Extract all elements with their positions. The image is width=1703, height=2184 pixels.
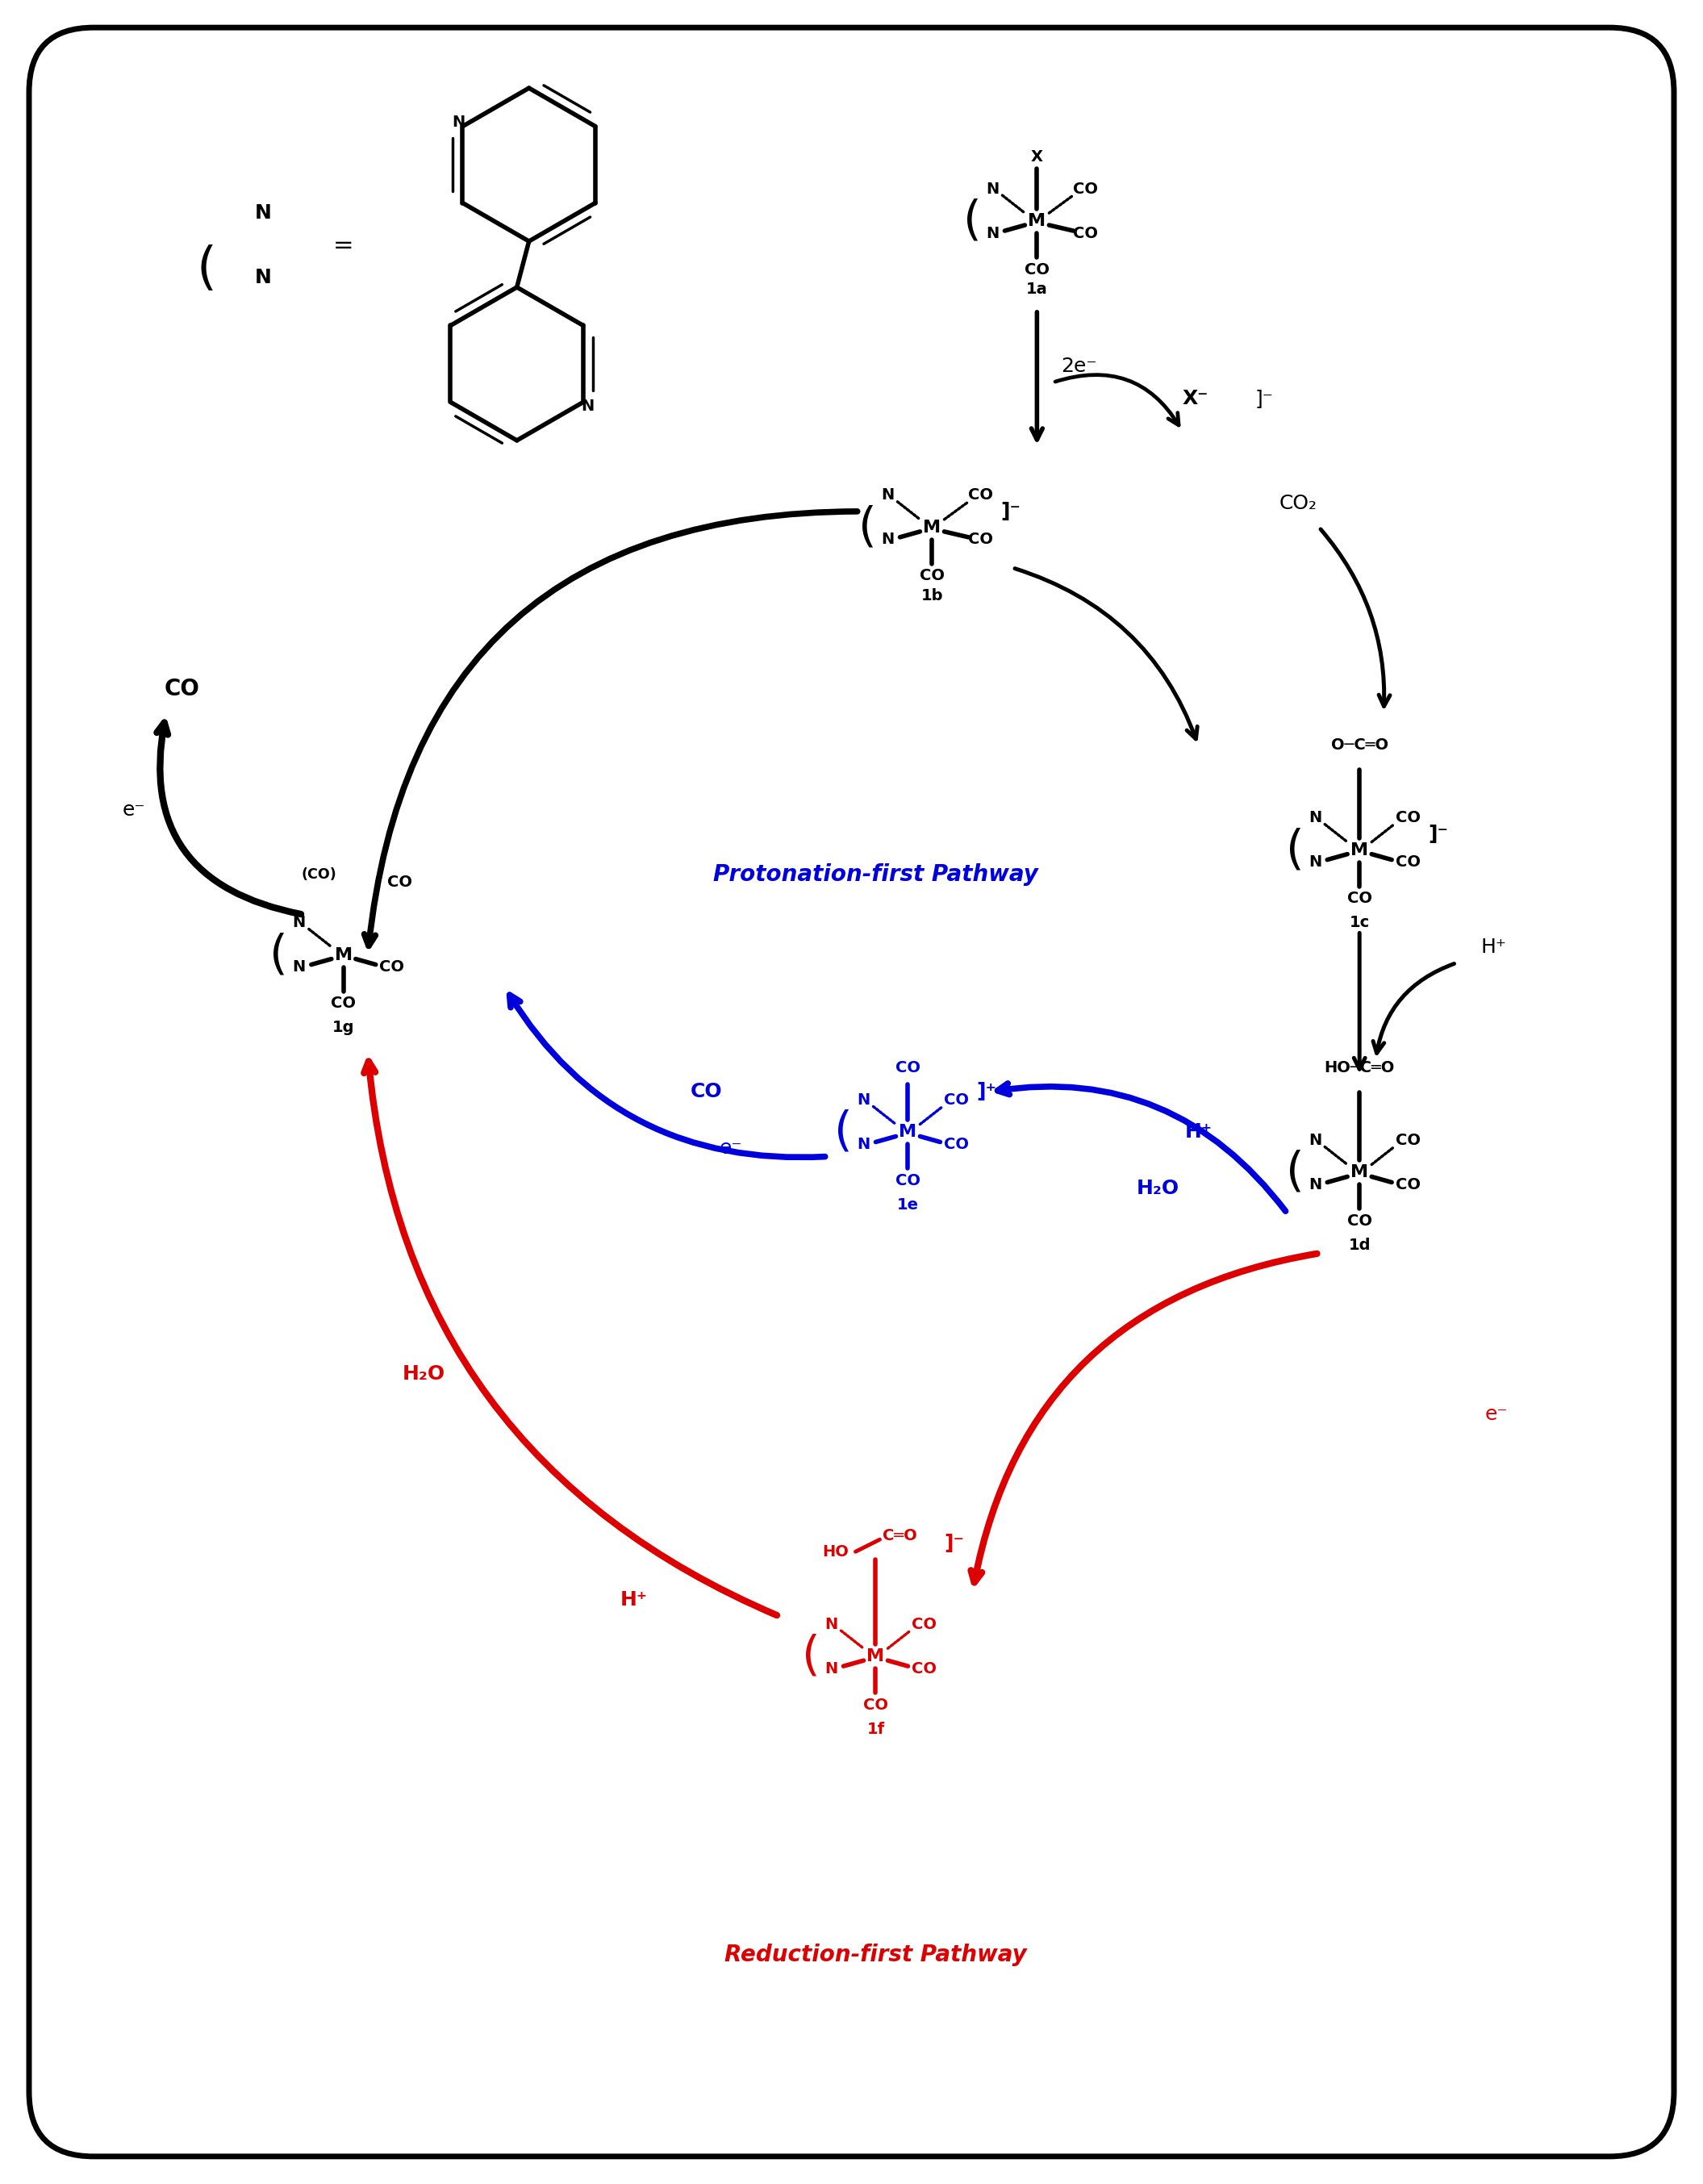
Text: CO: CO [1347,891,1373,906]
Text: N: N [1308,810,1322,826]
Text: X: X [1030,149,1042,164]
Text: N: N [824,1616,838,1631]
Text: N: N [254,203,271,223]
Text: M: M [867,1649,884,1664]
Text: CO: CO [967,533,993,548]
Text: H⁺: H⁺ [620,1590,647,1610]
Text: 1c: 1c [1349,915,1369,930]
Text: CO: CO [896,1059,920,1075]
Text: CO: CO [1025,262,1049,277]
Text: HO─C═O: HO─C═O [1325,1059,1395,1075]
Text: CO: CO [967,487,993,502]
Text: (: ( [196,245,216,295]
Text: CO: CO [943,1136,969,1153]
Text: CO: CO [1073,181,1098,197]
Text: 2e⁻: 2e⁻ [1061,356,1097,376]
Text: N: N [1308,854,1322,869]
Text: O─C═O: O─C═O [1330,738,1388,753]
Text: 1a: 1a [1027,282,1047,297]
Text: CO: CO [330,996,356,1011]
Text: ]⁺: ]⁺ [976,1083,996,1101]
Text: X⁻: X⁻ [1182,389,1207,408]
Text: CO: CO [911,1660,937,1677]
Text: N: N [254,269,271,288]
Text: CO: CO [1347,1214,1373,1230]
Text: M: M [923,520,942,535]
Text: Protonation-first Pathway: Protonation-first Pathway [714,863,1039,885]
Text: M: M [1350,843,1369,858]
Text: CO: CO [863,1697,889,1712]
Text: e⁻: e⁻ [1485,1404,1509,1424]
Text: (: ( [1286,828,1304,874]
Text: N: N [986,181,1000,197]
Text: H₂O: H₂O [402,1365,446,1385]
Text: CO: CO [1073,225,1098,240]
Text: N: N [1308,1177,1322,1192]
Text: (CO): (CO) [301,867,337,882]
Text: N: N [451,114,465,131]
Text: (: ( [802,1634,821,1679]
Text: CO: CO [1395,1177,1420,1192]
Text: N: N [293,959,307,974]
Text: N: N [880,487,894,502]
Text: N: N [1308,1133,1322,1149]
Text: N: N [857,1092,870,1107]
Text: e⁻: e⁻ [719,1138,743,1158]
Text: 1f: 1f [867,1721,884,1736]
Text: 1e: 1e [897,1197,920,1212]
Text: CO: CO [943,1092,969,1107]
Text: ]⁻: ]⁻ [1429,823,1448,843]
Text: M: M [1029,214,1046,229]
Text: C═O: C═O [882,1529,918,1544]
Text: CO: CO [1395,854,1420,869]
Text: ]⁻: ]⁻ [1255,389,1274,408]
Text: HO: HO [823,1544,848,1559]
Text: M: M [334,948,353,963]
Text: CO: CO [380,959,404,974]
Text: H⁺: H⁺ [1480,937,1505,957]
Text: Reduction-first Pathway: Reduction-first Pathway [724,1944,1027,1966]
Text: (: ( [834,1109,853,1155]
Text: CO: CO [920,568,945,583]
Text: CO: CO [911,1616,937,1631]
Text: (: ( [964,199,981,245]
Text: CO: CO [690,1083,722,1101]
Text: M: M [899,1125,916,1140]
Text: (: ( [1286,1149,1304,1195]
Text: =: = [334,234,354,258]
Text: CO: CO [388,874,412,891]
Text: 1b: 1b [921,587,943,603]
Text: M: M [1350,1164,1369,1182]
FancyBboxPatch shape [29,28,1674,2156]
Text: N: N [581,397,594,413]
Text: (: ( [858,505,877,550]
Text: N: N [857,1136,870,1153]
Text: CO: CO [1395,1133,1420,1149]
Text: (: ( [269,933,288,978]
Text: 1d: 1d [1349,1238,1371,1254]
Text: CO₂: CO₂ [1279,494,1316,513]
Text: ]⁻: ]⁻ [1001,502,1020,522]
Text: H₂O: H₂O [1136,1179,1180,1199]
Text: CO: CO [1395,810,1420,826]
Text: e⁻: e⁻ [123,799,145,819]
Text: 1g: 1g [332,1020,354,1035]
Text: CO: CO [165,677,199,701]
Text: N: N [293,915,307,930]
Text: N: N [824,1660,838,1677]
Text: N: N [880,533,894,548]
Text: N: N [986,225,1000,240]
Text: H⁺: H⁺ [1185,1123,1213,1142]
Text: CO: CO [896,1173,920,1188]
Text: ]⁻: ]⁻ [943,1533,964,1553]
